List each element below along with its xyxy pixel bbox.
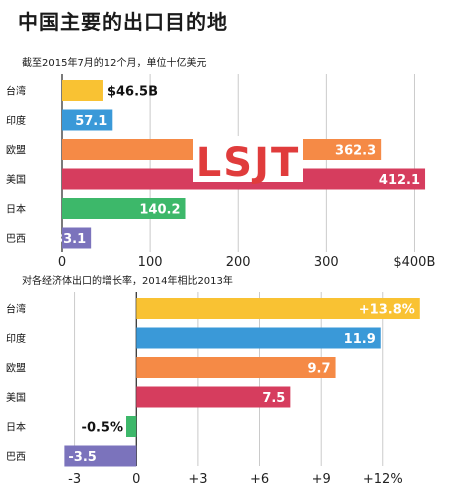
chart2-value-label: -0.5%	[82, 421, 123, 436]
chart1-category-label: 欧盟	[6, 145, 26, 157]
chart2-subtitle: 对各经济体出口的增长率，2014年相比2013年	[22, 276, 233, 287]
chart2-category-label: 欧盟	[6, 363, 26, 375]
chart2-value-label: 11.9	[344, 332, 376, 347]
watermark-text: LSJT	[196, 140, 300, 186]
chart2-category-label: 印度	[6, 332, 26, 345]
chart1-category-label: 台湾	[6, 85, 26, 98]
chart1-bar	[62, 198, 186, 219]
chart1-category-label: 日本	[6, 203, 26, 216]
chart2-tick-label: +6	[250, 472, 269, 487]
chart2-value-label: -3.5	[68, 450, 96, 465]
chart2-tick-label: 0	[132, 472, 140, 487]
chart1-subtitle: 截至2015年7月的12个月，单位十亿美元	[22, 58, 207, 69]
chart1-value-label: $46.5B	[107, 85, 158, 100]
chart1-tick-label: 300	[314, 255, 339, 270]
chart1-value-label: 33.1	[54, 232, 86, 247]
page-title: 中国主要的出口目的地	[18, 10, 228, 34]
chart1-category-label: 美国	[6, 173, 26, 186]
chart1-tick-label: 0	[58, 255, 66, 270]
chart2-bar	[64, 445, 137, 467]
chart2-bar	[136, 386, 291, 408]
chart1-value-label: 412.1	[379, 173, 420, 188]
chart1-tick-label: 100	[138, 255, 163, 270]
chart1-value-label: 140.2	[139, 203, 180, 218]
chart2-bar	[126, 416, 137, 437]
chart1-tick-label: $400B	[393, 255, 435, 270]
chart2-tick-label: -3	[68, 472, 81, 487]
chart2-value-label: 7.5	[262, 391, 285, 406]
chart1-tick-label: 200	[226, 255, 251, 270]
chart2-value-label: +13.8%	[359, 303, 415, 318]
chart1-bar	[62, 109, 113, 131]
chart2-tick-label: +9	[312, 472, 331, 487]
chart2-bar	[136, 357, 336, 378]
chart2-bar	[136, 327, 381, 349]
chart1-value-label: 57.1	[75, 114, 107, 129]
chart2-category-label: 巴西	[6, 451, 26, 463]
chart2-category-label: 日本	[6, 421, 26, 434]
chart1-value-label: 362.3	[335, 144, 376, 159]
chart2-category-label: 美国	[6, 391, 26, 404]
chart2-category-label: 台湾	[6, 303, 26, 316]
chart2-bar	[136, 298, 420, 319]
chart2-tick-label: +3	[188, 472, 207, 487]
chart1-category-label: 巴西	[6, 233, 26, 245]
chart1-bar	[62, 227, 92, 249]
chart2-tick-label: +12%	[363, 472, 403, 487]
watermark-backdrop	[193, 136, 303, 182]
chart2-value-label: 9.7	[308, 362, 331, 377]
chart1-bar	[62, 80, 103, 101]
chart1-category-label: 印度	[6, 114, 26, 127]
